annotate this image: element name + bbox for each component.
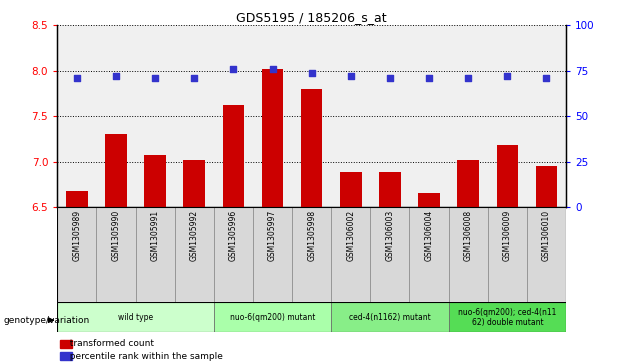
Bar — [175, 207, 214, 303]
Text: percentile rank within the sample: percentile rank within the sample — [64, 352, 223, 361]
Bar — [223, 105, 244, 207]
Bar — [331, 207, 370, 303]
Text: GSM1305998: GSM1305998 — [307, 210, 316, 261]
Bar — [418, 193, 440, 207]
Text: GSM1306003: GSM1306003 — [385, 210, 394, 261]
Bar — [57, 207, 97, 303]
Text: GSM1305990: GSM1305990 — [111, 210, 120, 261]
Point — [267, 66, 277, 72]
Point — [502, 73, 513, 79]
Bar — [448, 207, 488, 303]
Text: transformed count: transformed count — [64, 339, 154, 347]
Point — [189, 75, 199, 81]
Text: genotype/variation: genotype/variation — [3, 316, 90, 325]
Bar — [527, 207, 566, 303]
Bar — [97, 207, 135, 303]
Text: GSM1305992: GSM1305992 — [190, 210, 198, 261]
Text: GSM1306002: GSM1306002 — [346, 210, 356, 261]
Title: GDS5195 / 185206_s_at: GDS5195 / 185206_s_at — [237, 11, 387, 24]
Bar — [331, 302, 448, 332]
Point — [228, 66, 238, 72]
Bar — [183, 160, 205, 207]
Text: GSM1306010: GSM1306010 — [542, 210, 551, 261]
Bar — [379, 172, 401, 207]
Text: GSM1305989: GSM1305989 — [73, 210, 81, 261]
Text: GSM1306004: GSM1306004 — [425, 210, 434, 261]
Bar — [144, 155, 166, 207]
Bar — [60, 352, 72, 360]
Bar — [66, 192, 88, 207]
Bar — [536, 166, 557, 207]
Text: GSM1305991: GSM1305991 — [151, 210, 160, 261]
Bar — [253, 207, 292, 303]
Bar — [135, 207, 175, 303]
Point — [346, 73, 356, 79]
Text: nuo-6(qm200); ced-4(n11
62) double mutant: nuo-6(qm200); ced-4(n11 62) double mutan… — [458, 307, 556, 327]
Bar — [410, 207, 448, 303]
Point — [541, 75, 551, 81]
Bar — [214, 207, 253, 303]
Bar — [448, 302, 566, 332]
Bar — [57, 302, 214, 332]
Bar — [340, 172, 361, 207]
Bar — [497, 145, 518, 207]
Bar — [488, 207, 527, 303]
Text: wild type: wild type — [118, 313, 153, 322]
Point — [150, 75, 160, 81]
Point — [424, 75, 434, 81]
Text: GSM1305997: GSM1305997 — [268, 210, 277, 261]
Text: nuo-6(qm200) mutant: nuo-6(qm200) mutant — [230, 313, 315, 322]
Text: ced-4(n1162) mutant: ced-4(n1162) mutant — [349, 313, 431, 322]
Point — [111, 73, 121, 79]
Bar — [214, 302, 331, 332]
Bar — [457, 160, 479, 207]
Point — [385, 75, 395, 81]
Bar — [262, 69, 283, 207]
Bar — [301, 89, 322, 207]
Bar — [105, 134, 127, 207]
Bar — [370, 207, 410, 303]
Text: GSM1306008: GSM1306008 — [464, 210, 473, 261]
Text: GSM1306009: GSM1306009 — [503, 210, 512, 261]
Bar — [292, 207, 331, 303]
Bar — [60, 340, 72, 348]
Text: GSM1305996: GSM1305996 — [229, 210, 238, 261]
Point — [463, 75, 473, 81]
Point — [307, 70, 317, 76]
Point — [72, 75, 82, 81]
